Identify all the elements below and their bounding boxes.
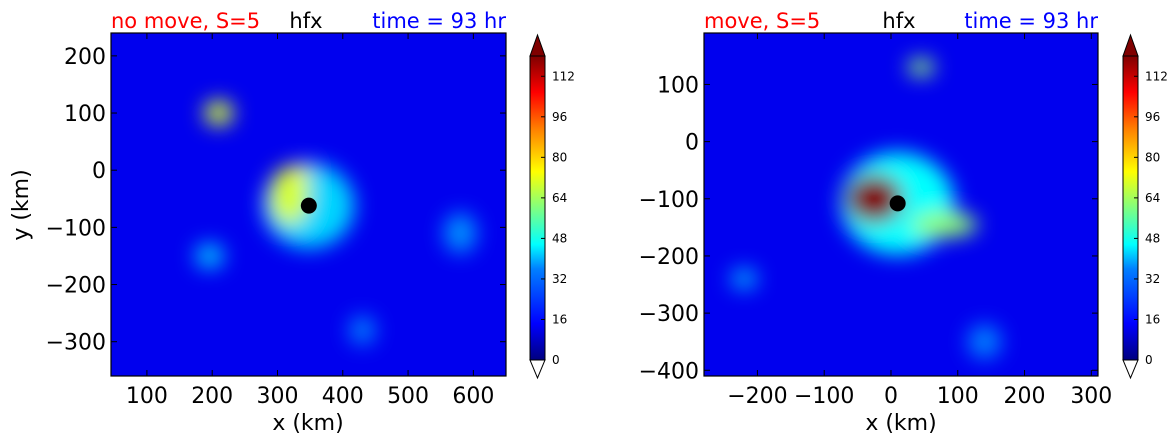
y-axis-label: y (km)	[9, 169, 34, 240]
x-tick-label: 100	[126, 384, 168, 409]
colorbar-tick-label: 16	[552, 312, 567, 326]
x-tick-label: 300	[1070, 384, 1112, 409]
y-tick-label: 200	[64, 45, 106, 70]
colorbar-right: 0 16 32 48 64 80 96 112	[1122, 33, 1168, 380]
colorbar-left: 0 16 32 48 64 80 96 112	[529, 33, 575, 380]
y-tick-label: −400	[639, 359, 699, 384]
y-tick-label: 100	[657, 73, 699, 98]
plot-frame	[110, 32, 507, 377]
field-feature	[911, 211, 978, 238]
x-tick-label: 0	[884, 384, 898, 409]
colorbar-tick-label: 48	[552, 231, 567, 245]
x-axis-label: x (km)	[865, 411, 936, 436]
x-tick-label: 100	[937, 384, 979, 409]
field-feature	[284, 165, 311, 178]
colorbar-tick-label: 64	[1145, 191, 1160, 205]
title-right: time = 93 hr	[372, 9, 506, 33]
y-tick-label: −200	[639, 245, 699, 270]
field-feature	[967, 324, 1002, 359]
plot-area-left	[111, 33, 506, 376]
colorbar-tick-label: 64	[552, 191, 567, 205]
colorbar-tick-label: 112	[552, 69, 575, 83]
y-tick-label: −200	[46, 274, 106, 299]
field-feature	[349, 315, 376, 345]
colorbar-tick-label: 80	[552, 150, 567, 164]
x-tick-label: 400	[322, 384, 364, 409]
y-tick-label: −300	[639, 302, 699, 327]
plot-area-right	[704, 33, 1098, 376]
field-feature	[846, 174, 903, 223]
colorbar-tick-label: 48	[1145, 231, 1160, 245]
x-axis-label: x (km)	[272, 411, 343, 436]
colorbar-tick-label: 32	[1145, 272, 1160, 286]
field-feature	[443, 213, 477, 254]
title-center: hfx	[882, 9, 915, 33]
colorbar-tick-label: 0	[552, 353, 560, 367]
storm-center-marker	[889, 195, 906, 212]
y-tick-label: −100	[46, 216, 106, 241]
title-right: time = 93 hr	[964, 9, 1098, 33]
colorbar-tick-label: 32	[552, 272, 567, 286]
x-tick-label: 300	[256, 384, 298, 409]
y-tick-label: 0	[685, 131, 699, 156]
colorbar-tick-label: 96	[1145, 110, 1160, 124]
field-feature	[907, 58, 935, 76]
panel-left: no move, S=5 hfx time = 93 hr 100 200 300 4…	[9, 9, 575, 436]
storm-center-marker	[300, 197, 317, 214]
y-tick-label: 100	[64, 102, 106, 127]
field-feature	[204, 100, 234, 126]
x-tick-label: 600	[452, 384, 494, 409]
colorbar-tick-label: 112	[1145, 69, 1168, 83]
colorbar-tick-label: 80	[1145, 150, 1160, 164]
field-feature	[195, 243, 224, 269]
y-tick-label: −300	[46, 331, 106, 356]
title-left: move, S=5	[704, 9, 820, 33]
x-tick-label: 200	[1004, 384, 1046, 409]
x-tick-label: −100	[794, 384, 854, 409]
x-tick-label: −200	[727, 384, 787, 409]
x-tick-label: 500	[387, 384, 429, 409]
panel-right: move, S=5 hfx time = 93 hr −200 −100 0 100 2…	[639, 9, 1168, 436]
colorbar-tick-label: 16	[1145, 312, 1160, 326]
plot-frame	[703, 32, 1099, 377]
colorbar-tick-label: 0	[1145, 353, 1153, 367]
y-tick-label: −100	[639, 188, 699, 213]
y-tick-label: 0	[92, 159, 106, 184]
title-center: hfx	[289, 9, 322, 33]
field-feature	[269, 167, 309, 225]
field-feature	[730, 268, 758, 290]
x-tick-label: 200	[191, 384, 233, 409]
colorbar-tick-label: 96	[552, 110, 567, 124]
title-left: no move, S=5	[111, 9, 260, 33]
